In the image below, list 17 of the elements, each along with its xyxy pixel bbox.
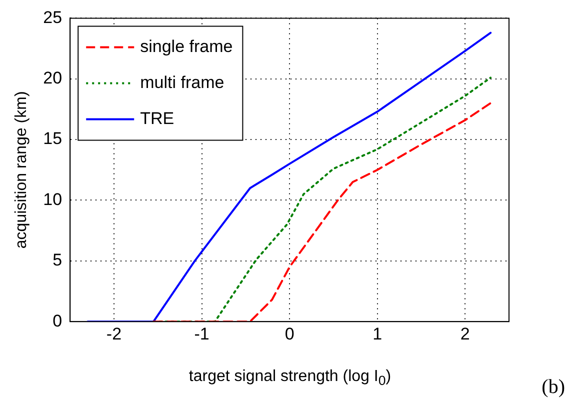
y-tick-label: 20 — [43, 68, 62, 88]
x-axis-title: target signal strength (log I$_{0}$) — [188, 368, 392, 388]
y-tick-label: 10 — [43, 190, 62, 209]
y-tick-label: 0 — [52, 311, 62, 330]
x-tick-label: -2 — [106, 324, 122, 344]
x-tick-label: 0 — [284, 324, 294, 344]
legend-label: multi frame — [140, 72, 224, 92]
y-tick-label: 25 — [43, 8, 62, 27]
y-axis-title: acquisition range (km) — [13, 91, 30, 249]
y-tick-label: 15 — [43, 129, 62, 148]
x-tick-label: -1 — [194, 324, 210, 344]
text: (b) — [542, 376, 565, 399]
legend-label: TRE — [140, 108, 174, 128]
legend-label: single frame — [140, 36, 233, 56]
x-tick-label: 2 — [460, 324, 470, 344]
y-tick-label: 5 — [52, 250, 62, 270]
x-tick-label: 1 — [372, 324, 382, 344]
